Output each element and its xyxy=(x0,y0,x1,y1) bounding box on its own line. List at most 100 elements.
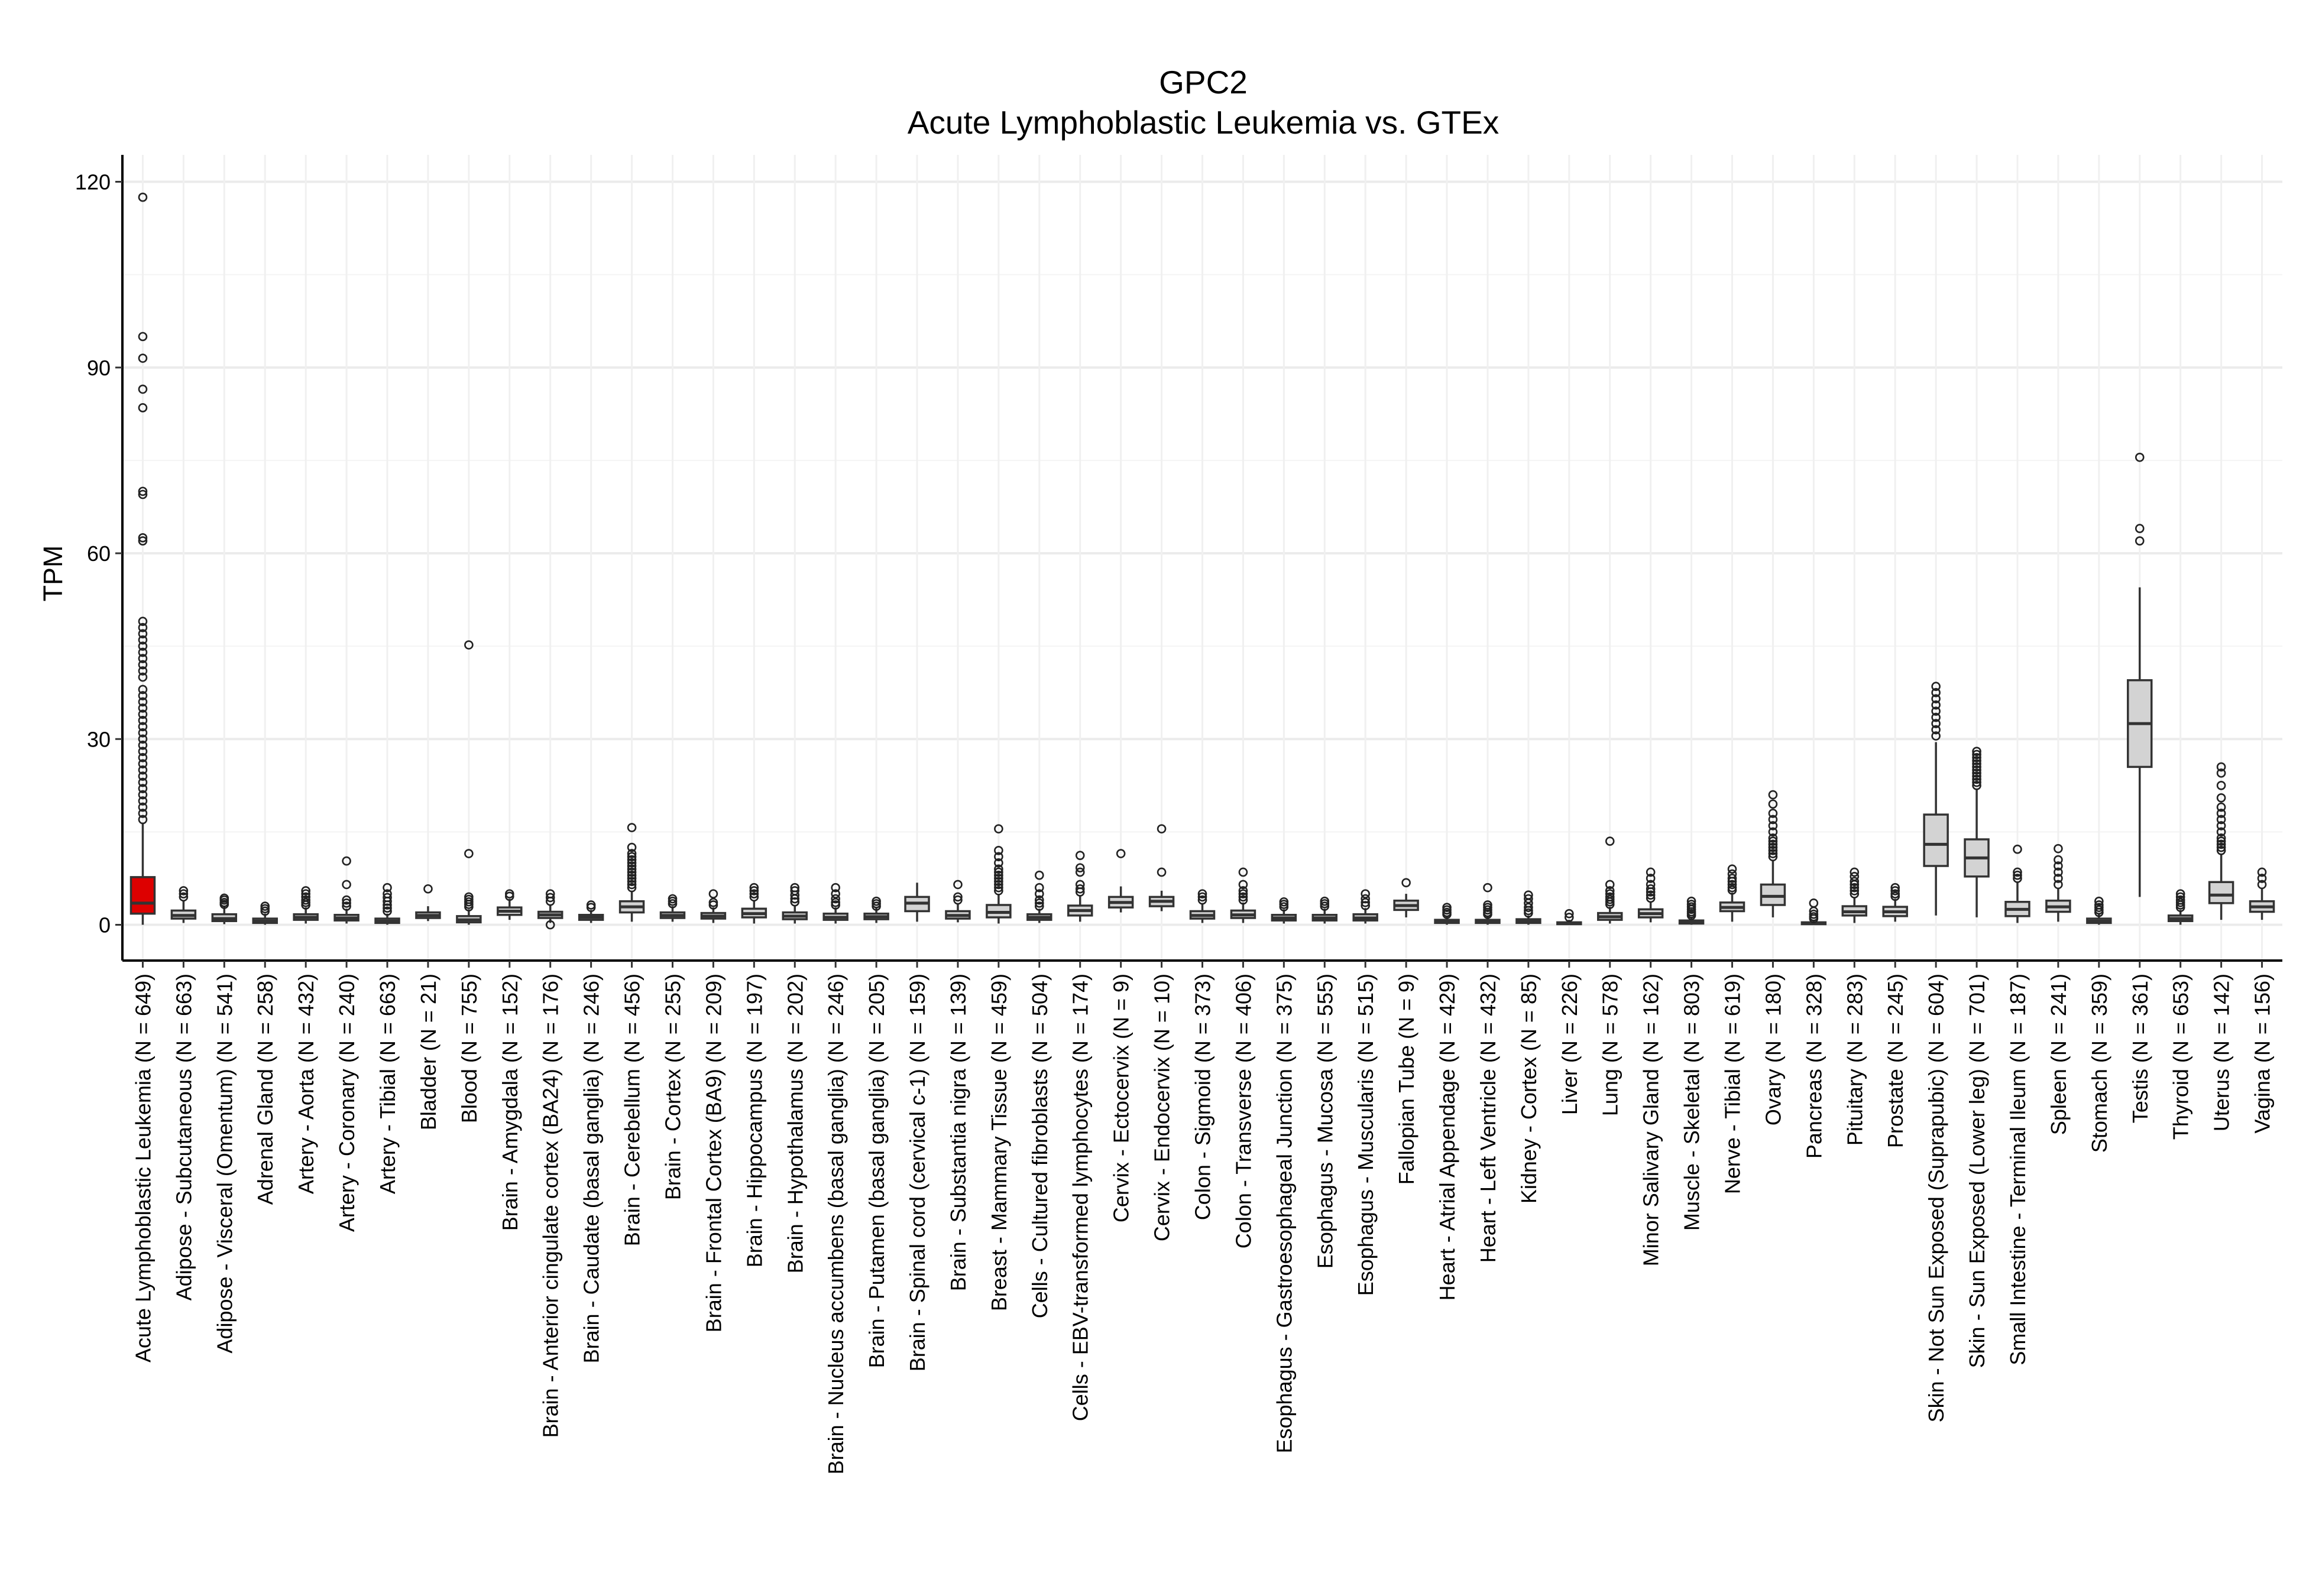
x-tick-label: Adrenal Gland (N = 258) xyxy=(253,974,277,1205)
outlier-point xyxy=(1197,895,1207,905)
outlier-point xyxy=(2175,895,2185,905)
box-37 xyxy=(1637,867,1664,923)
outlier-point xyxy=(1035,898,1044,908)
x-tick-label: Vagina (N = 156) xyxy=(2250,974,2275,1134)
x-tick-label: Artery - Aorta (N = 432) xyxy=(294,974,318,1194)
outlier-point xyxy=(301,892,310,902)
outlier-point xyxy=(627,870,637,880)
box-iqr xyxy=(129,876,156,915)
outlier-point xyxy=(1483,900,1492,910)
outlier-point xyxy=(2257,874,2267,883)
x-tick-label: Nerve - Tibial (N = 619) xyxy=(1721,974,1745,1194)
outlier-point xyxy=(1972,771,1981,781)
outlier-point xyxy=(138,747,148,756)
x-tick-label: Thyroid (N = 653) xyxy=(2169,974,2193,1140)
outlier-point xyxy=(138,697,148,707)
outlier-point xyxy=(138,641,148,651)
x-tick-label: Brain - Spinal cord (cervical c-1) (N = … xyxy=(905,974,929,1371)
chart-title: GPC2 Acute Lymphoblastic Leukemia vs. GT… xyxy=(881,62,1526,142)
outlier-point xyxy=(1605,880,1615,890)
x-tick-label: Uterus (N = 142) xyxy=(2210,974,2234,1131)
x-tick-label: Breast - Mammary Tissue (N = 459) xyxy=(987,974,1011,1311)
x-tick-label: Heart - Atrial Appendage (N = 429) xyxy=(1435,974,1459,1300)
outlier-point xyxy=(2216,781,2226,790)
outlier-point xyxy=(1972,777,1981,787)
box-13 xyxy=(659,894,686,922)
box-6 xyxy=(374,883,400,925)
outlier-point xyxy=(1972,750,1981,760)
box-2 xyxy=(211,893,238,924)
outlier-point xyxy=(1850,889,1860,898)
outlier-point xyxy=(2054,874,2063,883)
outlier-point xyxy=(953,892,963,902)
outlier-point xyxy=(301,886,310,896)
outlier-point xyxy=(2135,536,2145,546)
outlier-point xyxy=(2216,842,2226,852)
box-4 xyxy=(293,886,319,924)
outlier-point xyxy=(342,880,351,890)
outlier-point xyxy=(627,877,637,886)
outlier-point xyxy=(1890,886,1900,896)
outlier-point xyxy=(1686,900,1696,909)
outlier-point xyxy=(1605,836,1615,846)
box-iqr xyxy=(2208,881,2234,904)
chart-subtitle: Acute Lymphoblastic Leukemia vs. GTEx xyxy=(907,104,1499,141)
outlier-point xyxy=(1238,867,1248,877)
box-42 xyxy=(1841,867,1868,923)
outlier-point xyxy=(1361,897,1370,907)
outlier-point xyxy=(1768,821,1778,831)
x-tick-label: Bladder (N = 21) xyxy=(416,974,441,1130)
box-29 xyxy=(1311,896,1338,924)
outlier-point xyxy=(179,892,189,902)
outlier-point xyxy=(1035,883,1044,893)
outlier-point xyxy=(1768,846,1778,855)
outlier-point xyxy=(138,486,148,497)
outlier-point xyxy=(138,384,148,394)
outlier-point xyxy=(1768,839,1778,849)
outlier-point xyxy=(1972,752,1981,763)
outlier-point xyxy=(179,889,189,898)
box-48 xyxy=(2086,896,2112,925)
outlier-point xyxy=(138,790,148,800)
outlier-point xyxy=(2216,768,2226,778)
outlier-point xyxy=(138,734,148,744)
outlier-point xyxy=(1972,781,1981,790)
outlier-point xyxy=(1565,909,1574,919)
box-49 xyxy=(2127,452,2153,897)
outlier-point xyxy=(1686,896,1696,906)
outlier-point xyxy=(1850,867,1860,877)
x-tick-label: Cells - EBV-transformed lymphocytes (N =… xyxy=(1068,974,1093,1421)
outlier-point xyxy=(1238,880,1248,890)
outlier-point xyxy=(1646,890,1656,900)
outlier-point xyxy=(749,886,759,896)
outlier-point xyxy=(1401,878,1411,888)
x-tick-label: Heart - Left Ventricle (N = 432) xyxy=(1476,974,1500,1263)
outlier-point xyxy=(1890,883,1900,893)
outlier-point xyxy=(2054,844,2063,854)
box-28 xyxy=(1271,897,1297,924)
outlier-point xyxy=(545,920,555,930)
outlier-point xyxy=(1768,852,1778,862)
box-21 xyxy=(986,824,1012,924)
outlier-point xyxy=(1931,687,1941,698)
x-tick-label: Esophagus - Gastroesophageal Junction (N… xyxy=(1272,974,1296,1454)
outlier-point xyxy=(1768,842,1778,852)
box-1 xyxy=(170,886,197,923)
outlier-point xyxy=(1768,849,1778,858)
x-tick-label: Testis (N = 361) xyxy=(2128,974,2152,1123)
outlier-point xyxy=(342,898,351,908)
outlier-point xyxy=(994,874,1003,883)
outlier-point xyxy=(1075,867,1085,877)
outlier-point xyxy=(464,640,474,650)
outlier-point xyxy=(138,666,148,676)
x-tick-label: Brain - Substantia nigra (N = 139) xyxy=(946,974,970,1291)
outlier-point xyxy=(138,691,148,700)
outlier-point xyxy=(1931,694,1941,703)
outlier-point xyxy=(138,685,148,695)
outlier-point xyxy=(2216,839,2226,849)
outlier-point xyxy=(138,740,148,750)
x-tick-label: Brain - Putamen (basal ganglia) (N = 205… xyxy=(864,974,889,1368)
x-tick-label: Blood (N = 755) xyxy=(457,974,481,1123)
outlier-point xyxy=(1483,883,1492,893)
outlier-point xyxy=(1768,836,1778,846)
